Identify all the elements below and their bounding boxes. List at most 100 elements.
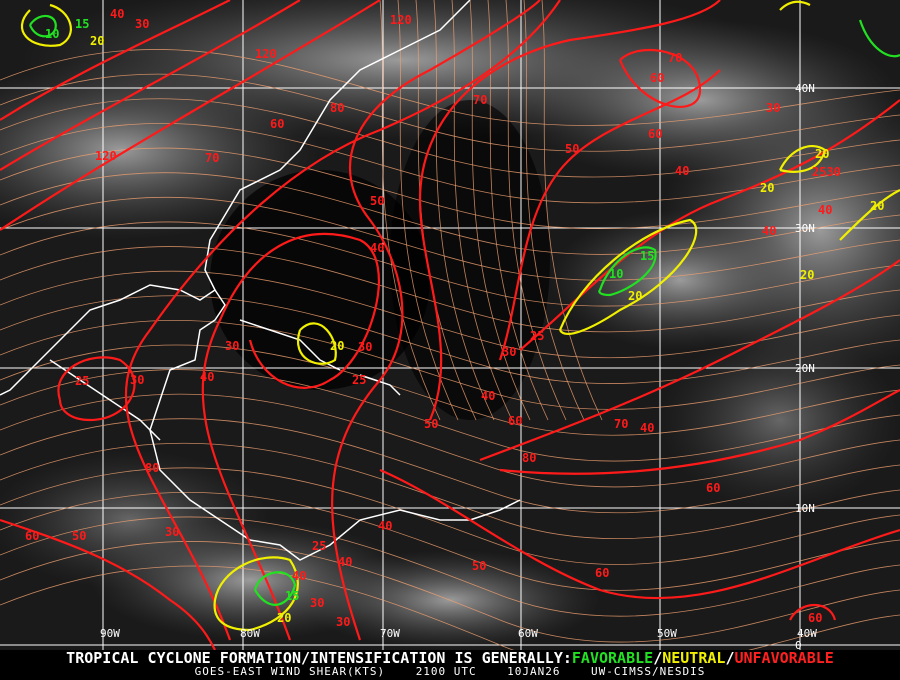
contour-label: 40 [640,421,654,435]
contour-label: 25 [352,373,366,387]
contour-label: 30 [225,339,239,353]
contour-label: 60 [808,611,822,625]
streamline [0,393,900,488]
contour-label: 20 [815,147,829,161]
contour-label: 60 [706,481,720,495]
streamline [0,246,900,333]
streamline [487,0,549,421]
contour-label: 40 [675,164,689,178]
contour-label: 50 [370,194,384,208]
contour-label: 60 [270,117,284,131]
contour-label: 80 [145,461,159,475]
contour-label: 30 [766,101,780,115]
streamline [0,418,900,514]
streamline [379,0,441,421]
contour-label: 20 [628,289,642,303]
streamline [0,221,900,307]
streamline [0,442,900,539]
contour-label: 60 [648,127,662,141]
headline: TROPICAL CYCLONE FORMATION/INTENSIFICATI… [0,650,900,666]
streamline [451,0,513,421]
contour-label: 60 [595,566,609,580]
contour-label: 15 [640,249,654,263]
product-name: GOES-EAST WIND SHEAR(KTS) [194,665,386,678]
contour-label: 60 [25,529,39,543]
favorable-label: FAVORABLE [571,649,654,667]
latitude-label: 40N [795,82,815,95]
contour-label: 50 [424,417,438,431]
headline-text: TROPICAL CYCLONE FORMATION/INTENSIFICATI… [66,649,572,667]
streamline [0,541,900,643]
contour-label: 40 [762,224,776,238]
contour-label: 120 [95,149,117,163]
contour-label: 20 [800,268,814,282]
longitude-label: 90W [100,627,120,640]
contour-label: 20 [330,339,344,353]
streamline [0,147,900,230]
contour-label: 40 [110,7,124,21]
contour-label: 40 [200,370,214,384]
axis-labels: 90W 80W 70W 60W 50W 40W 40N 30N 20N 10N 0 [100,82,817,650]
contour-label: 30 [310,596,324,610]
contour-label: 70 [668,51,682,65]
contour-label: 70 [614,417,628,431]
contour-label: 20 [870,199,884,213]
contour-label: 30 [502,345,516,359]
contour-label: 15 [285,589,299,603]
latitude-label: 0 [795,639,802,650]
streamline [433,0,495,421]
coastlines [0,0,521,561]
longitude-label: 50W [657,627,677,640]
contour-label: 30 [336,615,350,629]
streamline [0,270,900,359]
streamline [0,369,900,462]
longitude-label: 80W [240,627,260,640]
streamline [0,565,900,650]
streamline [0,123,900,204]
contour-label: 10 [45,27,59,41]
longitude-label: 70W [380,627,400,640]
contour-label: 50 [72,529,86,543]
contour-label: 15 [75,17,89,31]
separator: / [725,649,735,667]
contour-label: 50 [472,559,486,573]
streamline [0,344,900,436]
contour-label: 40 [481,389,495,403]
contour-label: 80 [330,101,344,115]
contour-label: 10 [609,267,623,281]
latitude-label: 10N [795,502,815,515]
shear-contours [0,0,900,650]
streamline [0,172,900,255]
latitude-label: 30N [795,222,815,235]
contour-label: 25 [312,539,326,553]
streamline [523,0,585,421]
contour-label: 30 [165,525,179,539]
contour-label: 30 [135,17,149,31]
contour-label: 50 [565,142,579,156]
contour-label: 40 [292,569,306,583]
unfavorable-label: UNFAVORABLE [734,649,834,667]
contour-label: 40 [338,555,352,569]
contour-label: 70 [473,93,487,107]
time-label: 2100 UTC [415,665,477,678]
date-label: 10JAN26 [507,665,561,678]
streamline [0,491,900,591]
longitude-label: 40W [797,627,817,640]
contour-label: 20 [277,611,291,625]
contour-label: 20 [90,34,104,48]
contour-label: 2530 [812,165,841,179]
contour-label: 25 [530,329,544,343]
contour-label: 40 [370,241,384,255]
contour-label: 20 [760,181,774,195]
contour-label: 40 [378,519,392,533]
contour-label: 60 [650,71,664,85]
contour-label: 120 [390,13,412,27]
contour-label: 30 [358,340,372,354]
contour-label: 30 [130,373,144,387]
separator: / [653,649,663,667]
contour-label: 60 [508,414,522,428]
cloud-field [0,0,900,650]
streamline [0,196,900,281]
